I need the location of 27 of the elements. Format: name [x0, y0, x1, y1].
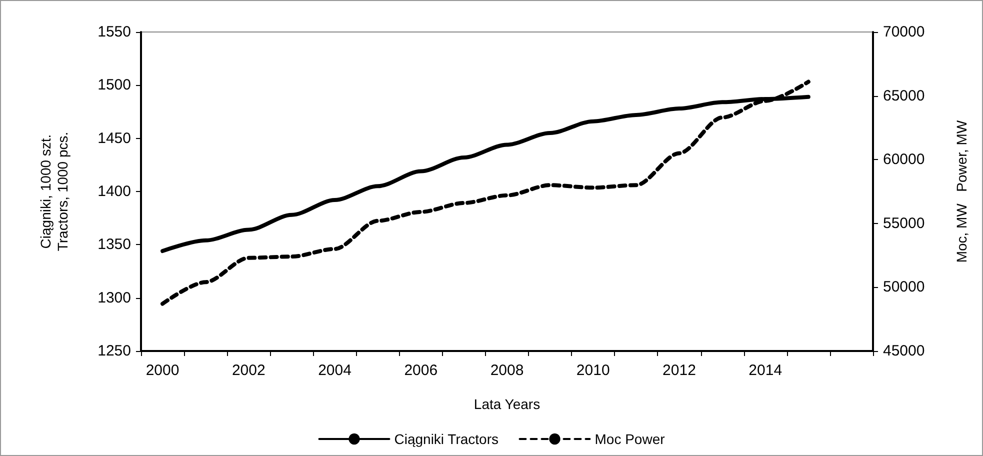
- y-tick-label: 1500: [98, 76, 131, 94]
- y2-tick-label: 70000: [883, 24, 925, 40]
- y2-tick-label: 50000: [883, 278, 925, 296]
- y-tick-label: 1250: [98, 342, 131, 360]
- x-tick-label: 2004: [318, 362, 352, 379]
- y-tick-label: 1450: [98, 130, 131, 147]
- x-tick-label: 2002: [232, 362, 266, 379]
- y2-tick-label: 55000: [883, 214, 925, 232]
- y2-tick-label: 45000: [883, 342, 925, 360]
- x-tick-label: 2000: [146, 362, 180, 379]
- x-tick-label: 2006: [404, 362, 438, 379]
- x-tick-label: 2012: [662, 362, 696, 379]
- legend-label: Ciągniki Tractors: [394, 431, 498, 447]
- y2-axis-title: Moc, MW Power, MW: [954, 120, 970, 263]
- x-axis-title: Lata Years: [474, 396, 540, 412]
- x-tick-label: 2008: [490, 362, 524, 379]
- y-tick-label: 1550: [98, 24, 131, 40]
- y-axis-title: Ciągniki, 1000 szt. Tractors, 1000 pcs.: [38, 132, 70, 252]
- y-tick-label: 1350: [98, 236, 131, 254]
- x-tick-label: 2014: [748, 362, 782, 379]
- y-tick-label: 1400: [98, 183, 131, 200]
- legend-label: Moc Power: [594, 431, 666, 447]
- x-tick-label: 2010: [576, 362, 610, 379]
- line-series: [160, 80, 810, 306]
- y2-tick-label: 60000: [883, 151, 925, 168]
- y-tick-label: 1300: [98, 289, 131, 306]
- y2-tick-label: 65000: [883, 87, 925, 104]
